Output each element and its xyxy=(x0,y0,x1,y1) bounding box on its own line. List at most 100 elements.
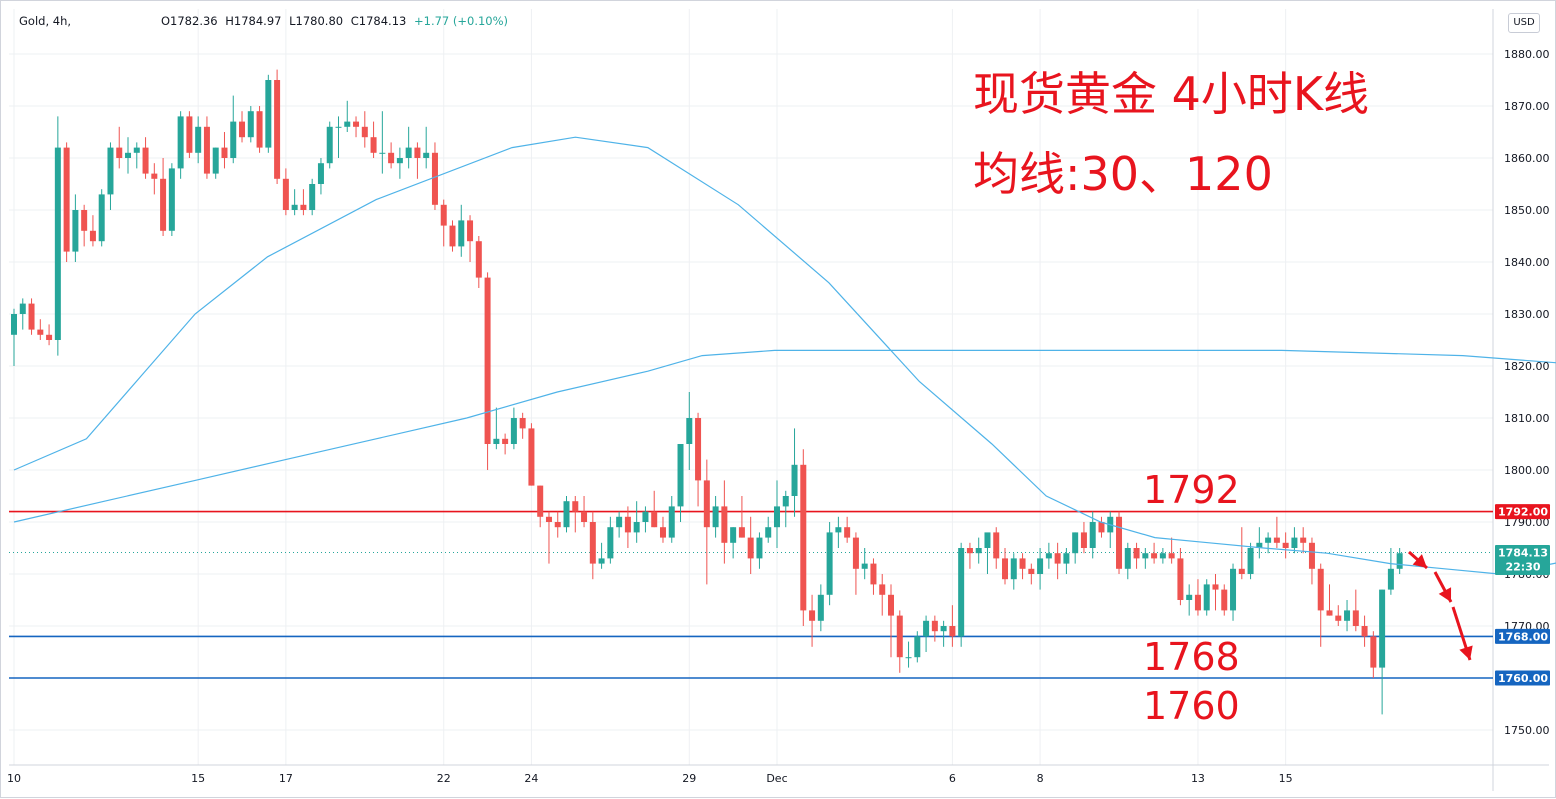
candle-body xyxy=(203,126,210,174)
candle-body xyxy=(651,511,658,528)
level-label-1792: 1792 xyxy=(1143,468,1240,512)
symbol-text: Gold, 4h, xyxy=(19,14,72,28)
symbol-label[interactable]: Gold, 4h, xyxy=(19,14,75,28)
candle-body xyxy=(563,501,570,528)
x-tick-label: 10 xyxy=(7,772,21,785)
high-value: H1784.97 xyxy=(225,14,282,28)
y-tick-label: 1750.00 xyxy=(1504,724,1550,737)
x-tick-label: 24 xyxy=(524,772,538,785)
candle-body xyxy=(89,230,96,242)
candle-body xyxy=(1028,568,1035,574)
price-tag-1792 xyxy=(1495,504,1550,520)
candle-body xyxy=(335,126,342,128)
candle-body xyxy=(1168,553,1175,559)
candle-body xyxy=(826,532,833,595)
candle-body xyxy=(677,444,684,507)
close-value: C1784.13 xyxy=(350,14,407,28)
candle-body xyxy=(510,418,517,444)
candle-body xyxy=(28,303,35,330)
price-tag-current-text: 1784.13 xyxy=(1498,547,1548,560)
candle-body xyxy=(984,532,991,548)
candle-body xyxy=(168,168,175,231)
candle-body xyxy=(1317,568,1324,611)
candle-body xyxy=(1177,558,1184,600)
projection-arrow-2-head xyxy=(1438,587,1452,602)
price-tag-1768 xyxy=(1495,628,1550,644)
x-tick-label: 15 xyxy=(191,772,205,785)
candle-body xyxy=(125,152,132,158)
candle-body xyxy=(1124,548,1131,569)
chart-annotation-subtitle: 均线:30、120 xyxy=(973,147,1273,201)
candle-body xyxy=(589,522,596,564)
candle-body xyxy=(1300,537,1307,543)
candle-body xyxy=(230,121,237,158)
candle-body xyxy=(107,147,114,195)
candle-body xyxy=(265,80,272,148)
candle-body xyxy=(1045,553,1052,559)
candle-body xyxy=(1335,615,1342,621)
candle-body xyxy=(19,303,26,314)
candle-body xyxy=(809,610,816,621)
candle-body xyxy=(721,506,728,543)
candle-body xyxy=(142,147,149,174)
x-tick-label: 8 xyxy=(1037,772,1044,785)
y-tick-label: 1880.00 xyxy=(1504,48,1550,61)
candle-body xyxy=(81,210,88,231)
candle-body xyxy=(37,329,44,335)
candle-body xyxy=(1361,626,1368,637)
x-tick-label: 15 xyxy=(1279,772,1293,785)
candle-body xyxy=(212,147,219,174)
candle-body xyxy=(1002,558,1009,580)
candle-body xyxy=(993,532,1000,559)
candle-body xyxy=(475,241,482,278)
candle-body xyxy=(1089,522,1096,548)
price-tag-current xyxy=(1495,545,1550,576)
candle-body xyxy=(1010,558,1017,580)
candle-body xyxy=(686,418,693,444)
candle-body xyxy=(1212,584,1219,590)
candle-body xyxy=(344,121,351,127)
candle-body xyxy=(151,173,158,179)
candle-body xyxy=(502,438,509,444)
candle-body xyxy=(1352,610,1359,626)
candle-body xyxy=(1326,610,1333,616)
candle-body xyxy=(300,204,307,210)
level-label-1768: 1768 xyxy=(1143,635,1240,679)
candle-body xyxy=(309,184,316,210)
candle-body xyxy=(1037,558,1044,574)
candle-body xyxy=(914,636,921,658)
price-tag-current-text: 22:30 xyxy=(1505,561,1540,574)
candle-body xyxy=(730,527,737,543)
y-tick-label: 1840.00 xyxy=(1504,256,1550,269)
candle-body xyxy=(388,152,395,164)
y-tick-label: 1810.00 xyxy=(1504,412,1550,425)
candle-body xyxy=(160,178,167,231)
candle-body xyxy=(844,527,851,538)
candle-body xyxy=(1256,542,1263,548)
candle-body xyxy=(1159,553,1166,559)
candle-body xyxy=(607,527,614,559)
candle-body xyxy=(703,480,710,528)
candle-body xyxy=(423,152,430,158)
candle-body xyxy=(1238,568,1245,574)
candle-body xyxy=(317,163,324,184)
candle-body xyxy=(1396,553,1403,569)
candle-body xyxy=(537,485,544,517)
candle-body xyxy=(484,277,491,444)
candle-body xyxy=(1133,548,1140,559)
candle-body xyxy=(966,548,973,554)
candle-body xyxy=(528,428,535,486)
candle-body xyxy=(940,626,947,632)
candle-body xyxy=(1344,610,1351,621)
price-tag-1760 xyxy=(1495,670,1550,686)
currency-button[interactable]: USD xyxy=(1508,13,1540,33)
candle-body xyxy=(379,152,386,154)
candle-body xyxy=(949,626,956,637)
candle-body xyxy=(712,506,719,528)
candle-body xyxy=(458,220,465,247)
candle-body xyxy=(800,464,807,611)
candle-body xyxy=(888,594,894,616)
candle-body xyxy=(274,80,281,179)
